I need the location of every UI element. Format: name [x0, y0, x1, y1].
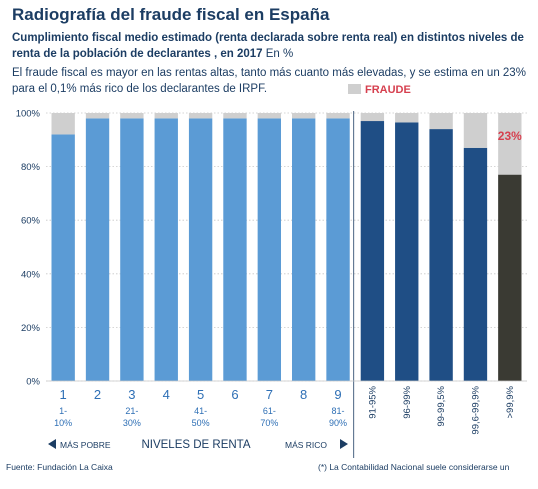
bar-compliance [429, 129, 453, 381]
legend: FRAUDE [348, 84, 411, 96]
x-tick-number: 7 [266, 387, 273, 402]
bar-fraud [154, 113, 178, 119]
bar-fraud [85, 113, 110, 119]
annotation-fraud-value: 23% [498, 129, 522, 143]
chart-subtitle: Cumplimiento fiscal medio estimado (rent… [12, 30, 532, 62]
x-tick-range: 41- [194, 406, 207, 416]
x-tick-range: 96-99% [402, 385, 413, 418]
y-tick-label: 100% [16, 109, 41, 120]
footnote: (*) La Contabilidad Nacional suele consi… [318, 462, 510, 472]
bar-fraud [429, 113, 453, 130]
x-tick-number: 6 [231, 387, 238, 402]
arrow-right-icon [340, 439, 348, 449]
x-tick-range: >99,9% [505, 385, 516, 418]
x-tick-number: 2 [94, 387, 101, 402]
bar-compliance [326, 118, 350, 382]
bar-fraud [360, 113, 385, 122]
bar-fraud [498, 113, 522, 175]
bar-compliance [291, 118, 316, 382]
y-tick-label: 80% [21, 162, 41, 173]
x-tick-range: 50% [192, 418, 210, 428]
x-tick-number: 4 [163, 387, 170, 402]
y-tick-label: 20% [21, 323, 41, 334]
x-tick-range: 30% [123, 418, 141, 428]
bar-compliance [463, 147, 488, 381]
y-tick-label: 0% [26, 377, 40, 388]
x-tick-number: 9 [334, 387, 341, 402]
x-tick-range: 90% [329, 418, 347, 428]
legend-swatch-fraude [348, 84, 361, 94]
x-tick-range: 21- [125, 406, 138, 416]
x-tick-range: 81- [332, 406, 345, 416]
x-tick-range: 99,6-99,9% [470, 385, 481, 434]
bar-fraud [51, 113, 75, 135]
x-tick-range: 1- [59, 406, 67, 416]
x-tick-range: 99-99,5% [436, 385, 447, 426]
bar-compliance [120, 118, 144, 382]
bar-compliance [188, 118, 213, 382]
label-mas-rico: MÁS RICO [285, 440, 327, 450]
label-niveles-de-renta: NIVELES DE RENTA [141, 439, 250, 451]
x-tick-number: 5 [197, 387, 204, 402]
x-tick-range: 91-95% [367, 385, 378, 418]
x-tick-range: 61- [263, 406, 276, 416]
bar-compliance [223, 118, 247, 382]
bar-compliance [257, 118, 282, 382]
arrow-left-icon [48, 439, 56, 449]
unit-label: En % [265, 48, 294, 60]
bar-fraud [223, 113, 247, 119]
x-tick-number: 8 [300, 387, 307, 402]
y-tick-label: 60% [21, 216, 41, 227]
bar-fraud [463, 113, 488, 148]
bar-compliance [85, 118, 110, 382]
subtitle-text: Cumplimiento fiscal medio estimado (rent… [12, 32, 524, 60]
bar-compliance [154, 118, 178, 382]
chart-description: El fraude fiscal es mayor en las rentas … [12, 67, 526, 95]
y-tick-label: 40% [21, 269, 41, 280]
legend-label-fraude: FRAUDE [365, 84, 411, 96]
bar-compliance [360, 121, 385, 381]
bar-fraud [257, 113, 282, 119]
bar-compliance [51, 134, 75, 381]
x-tick-range: 10% [54, 418, 72, 428]
x-tick-number: 3 [128, 387, 135, 402]
label-mas-pobre: MÁS POBRE [60, 440, 111, 450]
bar-fraud [395, 113, 419, 123]
bar-fraud [188, 113, 213, 119]
chart-title: Radiografía del fraude fiscal en España [12, 5, 330, 24]
x-tick-number: 1 [60, 387, 67, 402]
bar-compliance [395, 122, 419, 381]
source-note: Fuente: Fundación La Caixa [6, 462, 113, 472]
x-tick-range: 70% [260, 418, 278, 428]
bar-fraud [120, 113, 144, 119]
bar-compliance [498, 174, 522, 381]
bar-fraud [291, 113, 316, 119]
bar-fraud [326, 113, 350, 119]
